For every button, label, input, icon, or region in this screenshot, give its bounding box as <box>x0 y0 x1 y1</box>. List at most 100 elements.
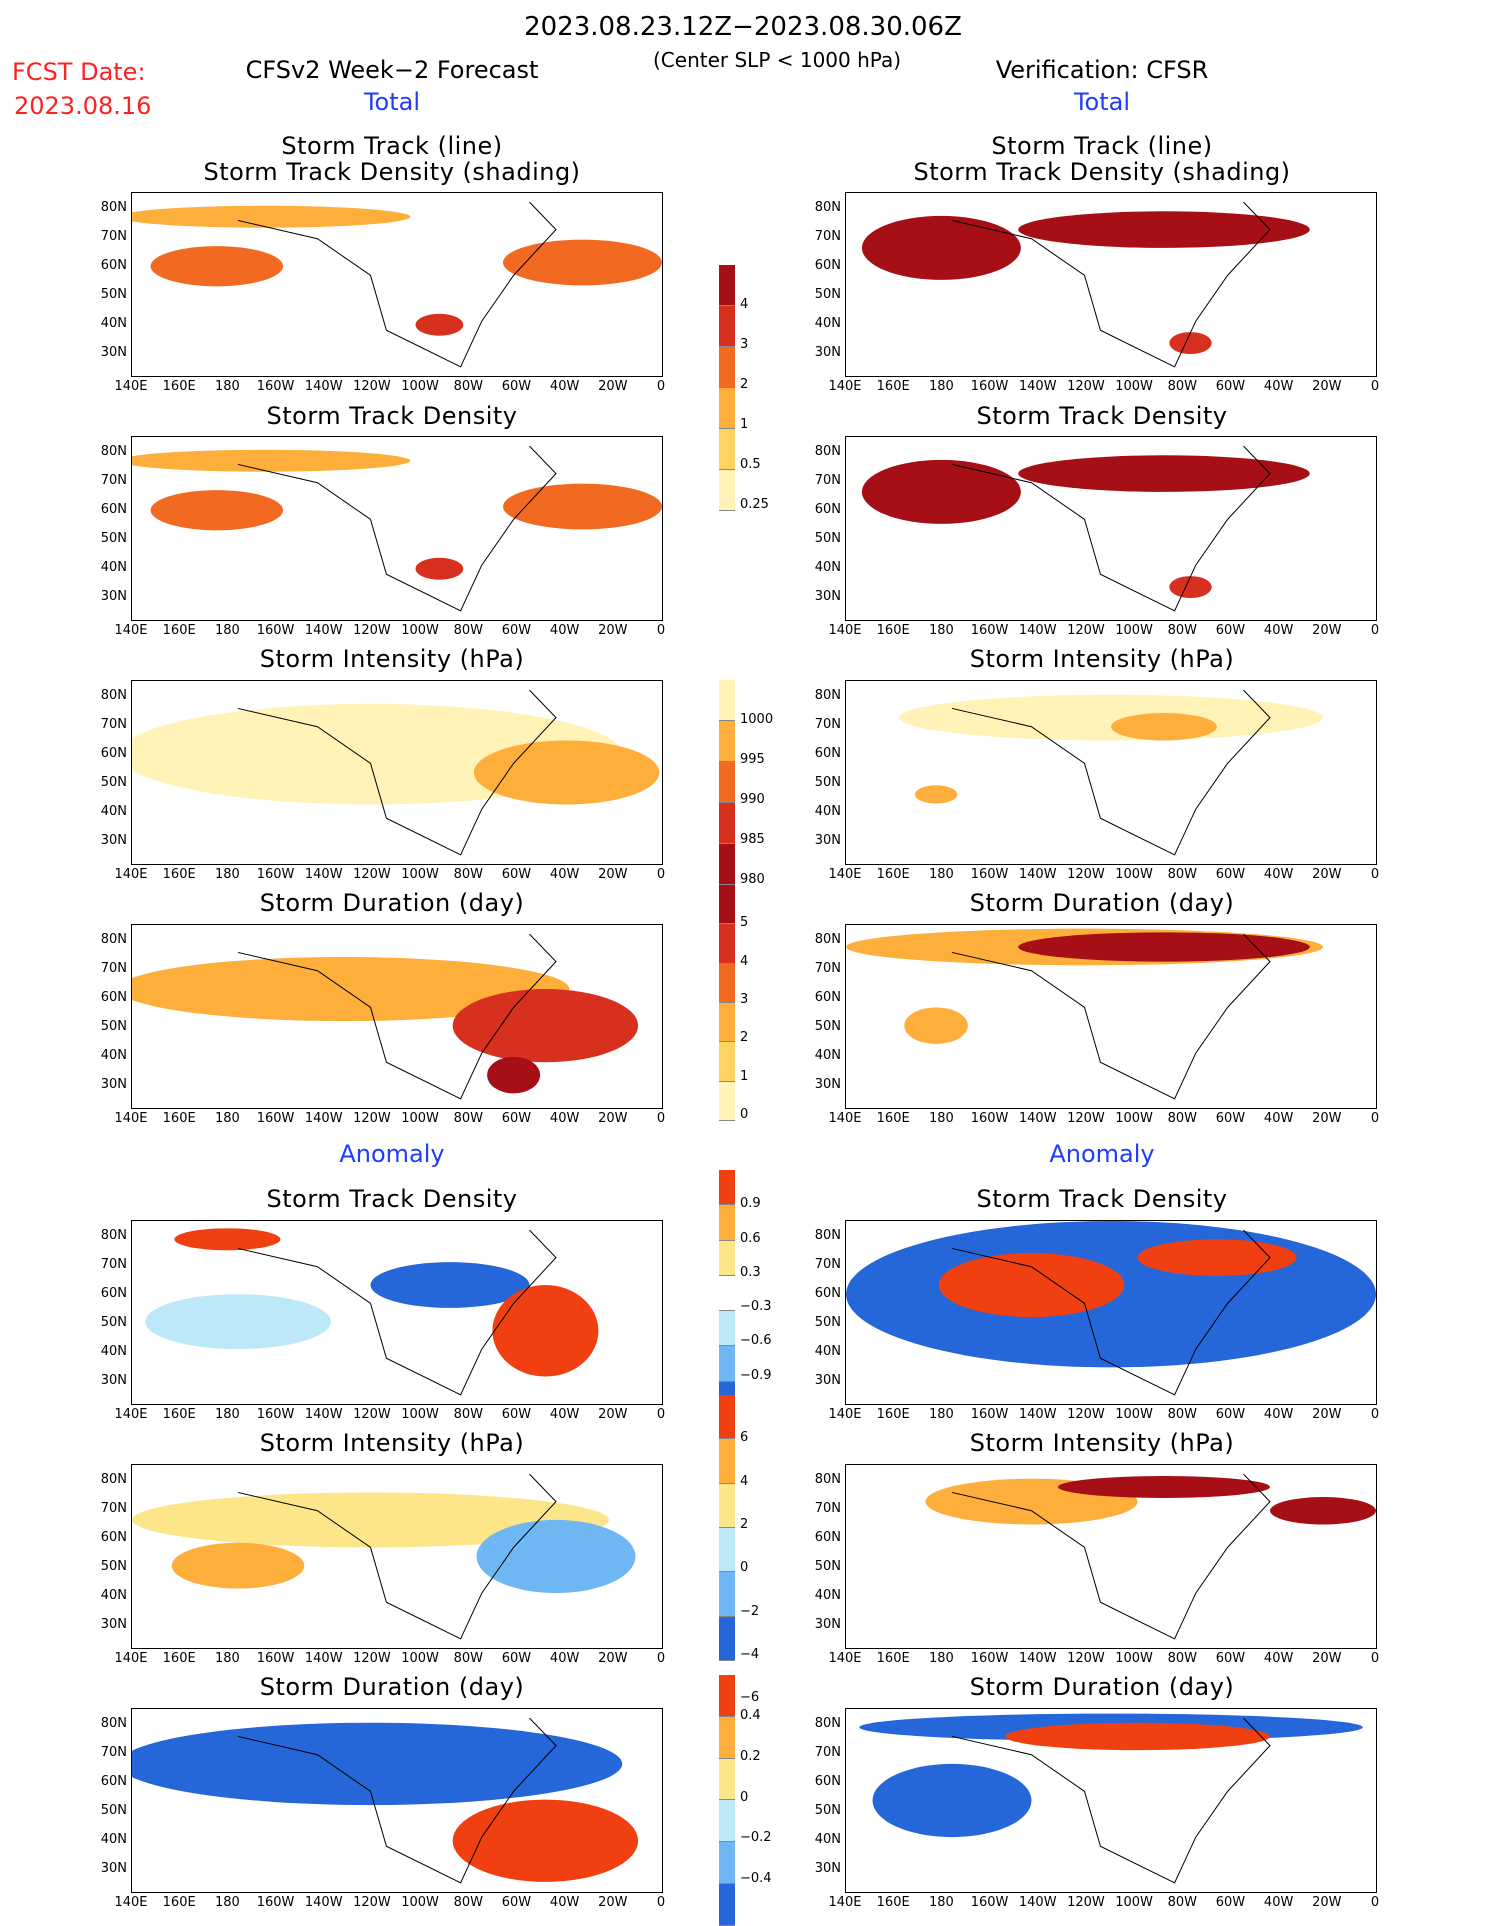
lon-tick-label: 180 <box>214 379 240 394</box>
lat-tick-label: 80N <box>814 688 841 703</box>
shading-region <box>132 449 411 472</box>
lon-tick-label: 120W <box>1067 1651 1105 1666</box>
duration-anom-colorbar <box>719 1675 735 1926</box>
lon-tick-label: 120W <box>353 379 391 394</box>
colorbar-label: 4 <box>740 1473 749 1489</box>
colorbar-segment <box>719 1346 735 1382</box>
shading-region <box>872 1763 1032 1838</box>
lat-tick-label: 80N <box>814 1716 841 1731</box>
lon-tick-label: 140E <box>114 867 148 882</box>
lon-tick-label: 140E <box>114 1111 148 1126</box>
lon-tick-label: 0 <box>656 1895 666 1910</box>
colorbar-label: 990 <box>740 792 765 807</box>
lon-tick-label: 40W <box>1263 1111 1294 1126</box>
colorbar-label: 0.5 <box>740 457 761 472</box>
lon-tick-label: 140E <box>828 1111 862 1126</box>
colorbar-segment <box>719 1170 735 1206</box>
lat-tick-label: 80N <box>814 1228 841 1243</box>
colorbar-label: 5 <box>740 915 749 931</box>
duration-colorbar <box>719 885 735 1121</box>
coastline <box>951 1473 1271 1640</box>
forecast-track-shading <box>132 201 662 368</box>
lon-tick-label: 180 <box>928 867 954 882</box>
slp-subtitle: (Center SLP < 1000 hPa) <box>653 48 901 72</box>
lat-tick-label: 60N <box>814 1774 841 1789</box>
lon-tick-label: 140W <box>1018 1651 1057 1666</box>
shading-region <box>1018 211 1310 248</box>
forecast-density-anom-map <box>131 1220 663 1405</box>
colorbar-segment <box>719 1205 735 1241</box>
colorbar-segment <box>719 265 735 306</box>
lat-tick-label: 30N <box>814 833 841 848</box>
forecast-intensity-anom-shading <box>132 1473 636 1640</box>
lat-tick-label: 70N <box>100 473 127 488</box>
coastline <box>951 445 1271 612</box>
lon-tick-label: 160W <box>970 1651 1009 1666</box>
lon-tick-label: 180 <box>928 1651 954 1666</box>
shading-region <box>1137 1239 1297 1276</box>
lon-tick-label: 20W <box>1312 1407 1342 1422</box>
colorbar-label: −0.2 <box>740 1830 772 1846</box>
lat-tick-label: 50N <box>100 1803 127 1818</box>
lon-tick-label: 180 <box>928 1407 954 1422</box>
shading-region <box>487 1056 541 1094</box>
lat-tick-label: 30N <box>814 1861 841 1876</box>
lon-tick-label: 120W <box>353 1651 391 1666</box>
lon-tick-label: 60W <box>1215 1407 1246 1422</box>
lat-tick-label: 30N <box>100 589 127 604</box>
lon-tick-label: 20W <box>598 1895 628 1910</box>
lon-tick-label: 20W <box>598 1111 628 1126</box>
left-anomaly-label: Anomaly <box>339 1140 445 1168</box>
right-duration-anom-title: Storm Duration (day) <box>969 1673 1235 1701</box>
lat-tick-label: 50N <box>814 531 841 546</box>
lat-tick-label: 70N <box>814 1745 841 1760</box>
shading-region <box>1111 713 1217 741</box>
verification-intensity-map <box>845 680 1377 865</box>
colorbar-segment <box>719 1800 735 1843</box>
lon-tick-label: 40W <box>549 379 580 394</box>
colorbar-segment <box>719 470 735 511</box>
lon-tick-label: 120W <box>353 623 391 638</box>
lat-tick-label: 70N <box>814 229 841 244</box>
right-track-title-1: Storm Track (line) <box>991 132 1213 160</box>
left-track-title-1: Storm Track (line) <box>281 132 503 160</box>
lat-tick-label: 80N <box>100 444 127 459</box>
lon-tick-label: 120W <box>353 1111 391 1126</box>
lon-tick-label: 160E <box>876 379 910 394</box>
lon-tick-label: 100W <box>401 1651 439 1666</box>
lon-tick-label: 60W <box>1215 623 1246 638</box>
coastline <box>951 201 1271 368</box>
lon-tick-label: 140W <box>1018 623 1057 638</box>
lon-tick-label: 0 <box>656 623 666 638</box>
lon-tick-label: 160E <box>876 1651 910 1666</box>
colorbar-label: 3 <box>740 337 749 352</box>
shading-region <box>938 1253 1125 1318</box>
lon-tick-label: 140E <box>828 1407 862 1422</box>
lon-tick-label: 40W <box>549 867 580 882</box>
colorbar-segment <box>719 803 735 844</box>
lon-tick-label: 160W <box>256 1895 295 1910</box>
lon-tick-label: 80W <box>1167 1895 1197 1910</box>
lon-tick-label: 160E <box>162 1407 196 1422</box>
colorbar-label: −0.3 <box>740 1299 772 1315</box>
lon-tick-label: 160E <box>876 1407 910 1422</box>
shading-region <box>145 1294 331 1350</box>
lon-tick-label: 80W <box>1167 867 1197 882</box>
lon-tick-label: 140W <box>304 1407 343 1422</box>
coastline <box>237 689 557 856</box>
lon-tick-label: 140E <box>114 623 148 638</box>
coastline <box>237 445 557 612</box>
lat-tick-label: 60N <box>814 258 841 273</box>
lon-tick-label: 100W <box>1115 1407 1153 1422</box>
shading-region <box>452 1799 639 1882</box>
forecast-track-map <box>131 192 663 377</box>
shading-region <box>1018 932 1310 962</box>
lat-tick-label: 30N <box>100 1861 127 1876</box>
lon-tick-label: 100W <box>1115 867 1153 882</box>
forecast-density-map <box>131 436 663 621</box>
colorbar-segment <box>719 1275 735 1312</box>
shading-region <box>492 1285 599 1377</box>
shading-region <box>914 785 958 804</box>
lon-tick-label: 120W <box>1067 1111 1105 1126</box>
right-total-label: Total <box>1073 88 1131 116</box>
